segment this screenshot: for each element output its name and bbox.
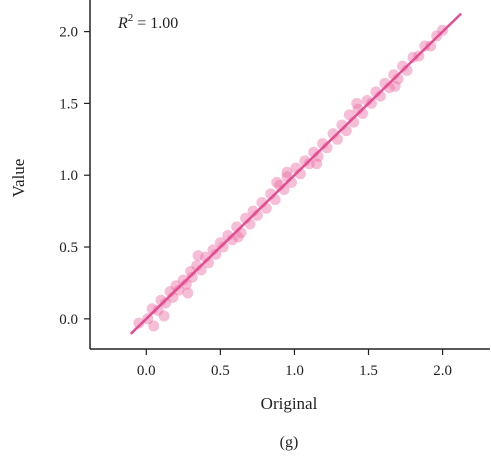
data-point (260, 202, 272, 214)
data-point (244, 218, 256, 230)
data-point (331, 133, 343, 145)
y-tick-label: 2.0 (59, 25, 78, 41)
data-point (182, 287, 194, 299)
r-squared-value: = 1.00 (133, 15, 178, 32)
data-point (192, 250, 204, 262)
data-point (177, 274, 189, 286)
data-point (210, 248, 222, 260)
x-tick-label: 2.0 (433, 363, 452, 379)
x-tick-label: 0.5 (211, 363, 230, 379)
data-point (389, 80, 401, 92)
data-point (407, 51, 419, 63)
x-tick-label: 1.0 (285, 363, 304, 379)
r-squared-annotation: R2 = 1.00 (117, 12, 178, 32)
y-tick-label: 1.5 (59, 96, 78, 112)
ticks-layer: 0.0 0.5 1.0 1.5 2.0 0.0 0.5 1.0 1.5 2.0 (59, 25, 452, 379)
r-squared-symbol: R (117, 15, 128, 32)
data-point (419, 40, 431, 52)
fit-line (130, 13, 462, 335)
data-point (217, 241, 229, 253)
data-point (148, 320, 160, 332)
data-point (160, 297, 172, 309)
data-point (173, 284, 185, 296)
data-point (152, 304, 164, 316)
x-axis-title: Original (261, 394, 318, 413)
r-squared-superscript: 2 (128, 12, 134, 24)
x-tick-label: 1.5 (359, 363, 378, 379)
data-point (303, 158, 315, 170)
data-point (271, 176, 283, 188)
data-point (232, 231, 244, 243)
y-tick-label: 0.0 (59, 312, 78, 328)
data-point (366, 97, 377, 109)
axes-layer (89, 0, 490, 350)
data-point (281, 166, 293, 178)
y-tick-label: 0.5 (59, 240, 78, 256)
fit-layer (130, 13, 462, 335)
x-tick-label: 0.0 (137, 363, 156, 379)
data-point (340, 125, 352, 137)
data-point (425, 40, 437, 52)
y-axis-title: Value (9, 159, 28, 198)
data-point (311, 158, 323, 170)
data-point (158, 310, 170, 322)
figure-caption: (g) (280, 434, 299, 451)
data-point (351, 97, 363, 109)
data-point (269, 194, 281, 206)
data-point (186, 271, 198, 283)
data-point (133, 317, 145, 329)
y-tick-label: 1.0 (59, 168, 78, 184)
